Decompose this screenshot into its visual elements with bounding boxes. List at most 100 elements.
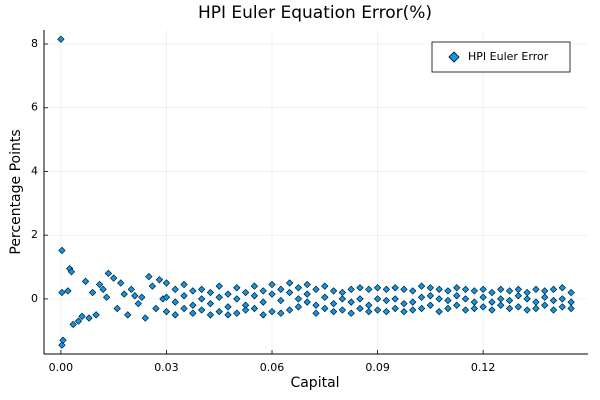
point — [461, 285, 470, 293]
point — [250, 304, 259, 313]
point — [67, 268, 76, 276]
point — [215, 282, 223, 290]
point — [171, 285, 179, 293]
point — [365, 285, 373, 293]
point — [103, 293, 111, 301]
point — [329, 308, 338, 316]
point — [558, 303, 566, 311]
point — [444, 287, 452, 295]
point — [277, 285, 285, 293]
point — [453, 301, 461, 309]
point — [233, 284, 241, 292]
point — [268, 280, 276, 289]
point — [198, 295, 206, 303]
point — [444, 304, 452, 313]
point — [417, 282, 426, 290]
point — [124, 311, 132, 319]
y-tick-label: 8 — [31, 37, 38, 50]
point — [409, 287, 417, 295]
point — [488, 288, 496, 297]
point — [558, 284, 566, 292]
point — [171, 298, 179, 306]
point — [303, 298, 311, 306]
point — [417, 304, 426, 313]
point — [148, 282, 157, 290]
point — [488, 306, 496, 314]
y-tick-label: 6 — [31, 101, 38, 114]
point — [92, 311, 100, 319]
point — [285, 279, 294, 287]
point — [505, 304, 514, 313]
point — [294, 284, 303, 292]
point — [391, 304, 399, 313]
point — [268, 308, 276, 316]
point — [268, 290, 276, 298]
chart-title: HPI Euler Equation Error(%) — [198, 3, 432, 23]
point — [78, 312, 86, 321]
point — [224, 290, 232, 298]
point — [138, 293, 146, 301]
point — [497, 285, 505, 293]
point — [435, 285, 443, 293]
point — [391, 284, 399, 292]
point — [488, 298, 496, 306]
point — [373, 295, 382, 303]
point — [259, 311, 267, 319]
point — [541, 293, 549, 301]
point — [409, 298, 417, 306]
point — [189, 309, 197, 317]
point — [479, 303, 487, 311]
x-tick-label: 0.03 — [154, 361, 179, 374]
point — [567, 288, 575, 297]
point — [479, 285, 487, 293]
point — [215, 293, 223, 301]
point — [373, 284, 382, 292]
point — [285, 306, 294, 314]
point — [120, 290, 128, 298]
point — [180, 280, 188, 289]
point — [461, 295, 470, 303]
legend-marker — [448, 51, 460, 63]
point — [162, 279, 171, 287]
point — [162, 293, 171, 301]
x-tick-label: 0.12 — [471, 361, 496, 374]
point — [242, 288, 250, 297]
point — [74, 317, 83, 325]
x-tick-label: 0.09 — [365, 361, 390, 374]
point — [294, 295, 303, 303]
point — [426, 292, 434, 300]
point — [505, 296, 514, 305]
point — [127, 285, 135, 293]
point — [206, 300, 215, 308]
point — [277, 309, 285, 317]
point — [356, 284, 364, 292]
point — [558, 295, 566, 303]
point — [321, 293, 329, 301]
point — [523, 306, 531, 314]
x-axis-label: Capital — [290, 375, 339, 391]
point — [400, 300, 408, 308]
point — [141, 314, 149, 322]
y-axis-label: Percentage Points — [8, 129, 24, 254]
point — [356, 295, 364, 303]
point — [171, 311, 179, 319]
point — [426, 284, 434, 292]
point — [382, 285, 390, 293]
point — [110, 274, 118, 282]
point — [549, 296, 558, 305]
point — [59, 336, 67, 344]
point — [470, 287, 478, 295]
point — [233, 309, 241, 317]
point — [338, 295, 347, 303]
point — [198, 306, 206, 314]
point — [347, 298, 355, 306]
point — [81, 277, 90, 285]
x-tick-label: 0.00 — [49, 361, 74, 374]
point — [453, 292, 461, 300]
point — [58, 246, 66, 255]
point — [312, 309, 320, 317]
legend-label: HPI Euler Error — [468, 50, 549, 63]
point — [113, 304, 121, 313]
point — [250, 282, 259, 290]
